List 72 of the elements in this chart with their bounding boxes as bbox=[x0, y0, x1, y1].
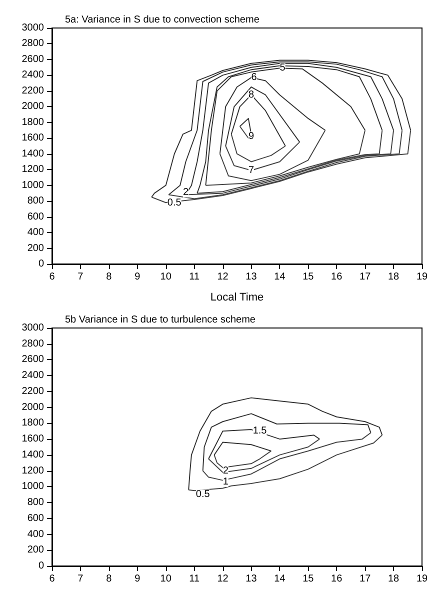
x-tick-label: 14 bbox=[274, 574, 286, 584]
x-tick-label: 9 bbox=[134, 272, 141, 282]
y-tick-label: 200 bbox=[27, 544, 44, 556]
y-tick-label: 1600 bbox=[22, 434, 44, 445]
x-tick-label: 11 bbox=[189, 272, 200, 282]
chart-title: 5a: Variance in S due to convection scheme bbox=[65, 14, 260, 26]
y-tick-label: 800 bbox=[27, 196, 44, 207]
y-tick-label: 2400 bbox=[22, 370, 44, 382]
x-tick-label: 18 bbox=[388, 574, 400, 584]
annotation: 9 bbox=[248, 131, 254, 142]
chart-title: 5b Variance in S due to turbulence scheme bbox=[65, 314, 256, 326]
annotation: 1 bbox=[222, 476, 229, 488]
x-tick-label: 11 bbox=[189, 574, 200, 584]
y-tick-label: 600 bbox=[27, 512, 44, 524]
y-tick-label: 400 bbox=[27, 227, 44, 238]
y-tick-label: 2800 bbox=[22, 38, 44, 50]
x-tick-label: 10 bbox=[160, 574, 172, 584]
x-tick-label: 19 bbox=[416, 272, 428, 282]
y-tick-label: 0 bbox=[38, 560, 44, 572]
y-tick-label: 1800 bbox=[22, 116, 44, 128]
y-tick-label: 1000 bbox=[22, 481, 44, 492]
annotation: 6 bbox=[251, 72, 258, 84]
annotation: 5 bbox=[280, 62, 286, 74]
annotation: 0.5 bbox=[196, 489, 210, 500]
y-tick-label: 800 bbox=[27, 497, 44, 508]
y-tick-label: 0 bbox=[38, 258, 44, 270]
y-tick-label: 2200 bbox=[22, 85, 44, 96]
y-tick-label: 600 bbox=[27, 211, 44, 222]
x-tick-label: 6 bbox=[49, 272, 56, 282]
annotation: 2 bbox=[182, 186, 189, 198]
y-tick-label: 1400 bbox=[22, 148, 44, 160]
y-tick-label: 1000 bbox=[22, 180, 44, 191]
y-tick-label: 2000 bbox=[22, 101, 44, 112]
y-tick-label: 1800 bbox=[22, 418, 44, 429]
x-tick-label: 7 bbox=[78, 574, 84, 584]
y-tick-label: 1200 bbox=[22, 164, 44, 176]
x-tick-label: 10 bbox=[160, 272, 172, 282]
x-tick-label: 6 bbox=[49, 574, 56, 584]
annotation: 2 bbox=[222, 465, 229, 476]
annotation: 0.5 bbox=[167, 198, 182, 209]
y-tick-label: 1600 bbox=[22, 132, 44, 144]
x-tick-label: 12 bbox=[217, 574, 229, 584]
y-tick-label: 2400 bbox=[22, 70, 44, 81]
x-tick-label: 15 bbox=[302, 574, 314, 584]
y-tick-label: 2000 bbox=[22, 402, 44, 413]
y-tick-label: 400 bbox=[27, 528, 44, 540]
x-tick-label: 13 bbox=[246, 272, 258, 282]
x-tick-label: 7 bbox=[78, 272, 84, 282]
x-tick-label: 16 bbox=[331, 574, 343, 584]
x-tick-label: 9 bbox=[134, 574, 141, 584]
y-tick-label: 200 bbox=[27, 242, 44, 254]
x-tick-label: 14 bbox=[274, 272, 286, 282]
y-tick-label: 3000 bbox=[22, 22, 44, 34]
x-tick-label: 8 bbox=[106, 574, 112, 584]
x-tick-label: 12 bbox=[217, 272, 229, 282]
y-tick-label: 2200 bbox=[22, 386, 44, 397]
x-tick-label: 17 bbox=[360, 272, 372, 282]
x-axis-title: Local Time bbox=[210, 292, 264, 304]
x-tick-label: 17 bbox=[360, 574, 372, 584]
y-tick-label: 2600 bbox=[22, 54, 44, 65]
y-tick-label: 3000 bbox=[22, 322, 44, 334]
x-tick-label: 8 bbox=[106, 272, 112, 282]
y-tick-label: 1400 bbox=[22, 449, 44, 460]
y-tick-label: 2600 bbox=[22, 354, 44, 366]
x-tick-label: 16 bbox=[331, 272, 343, 282]
y-tick-label: 1200 bbox=[22, 465, 44, 476]
x-tick-label: 18 bbox=[388, 272, 400, 282]
x-tick-label: 19 bbox=[416, 574, 428, 584]
y-tick-label: 2800 bbox=[22, 338, 44, 350]
annotation: 1.5 bbox=[252, 426, 268, 437]
x-tick-label: 15 bbox=[302, 272, 314, 282]
x-tick-label: 13 bbox=[246, 574, 258, 584]
